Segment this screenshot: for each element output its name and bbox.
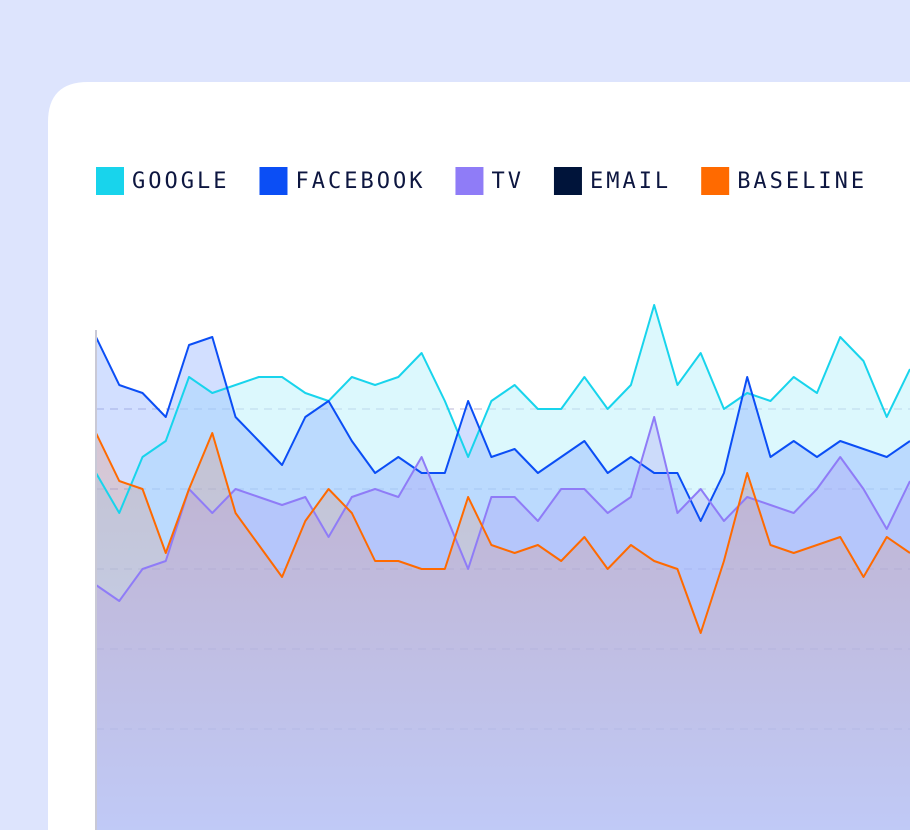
legend-label: TV: [491, 169, 524, 194]
legend-swatch: [553, 167, 582, 195]
line: [95, 432, 910, 634]
plot: [95, 304, 910, 830]
legend-swatch: [701, 167, 730, 195]
line: [95, 416, 910, 602]
line: [95, 304, 910, 514]
legend-swatch: [259, 167, 288, 195]
legend: GOOGLE FACEBOOK TV EMAIL BASELINE: [96, 167, 867, 195]
legend-label: EMAIL: [590, 169, 671, 194]
area: [96, 433, 910, 830]
legend-label: GOOGLE: [132, 169, 229, 194]
legend-label: BASELINE: [737, 169, 867, 194]
legend-swatch: [455, 167, 484, 195]
legend-label: FACEBOOK: [295, 169, 425, 194]
legend-swatch: [96, 167, 124, 195]
line: [95, 336, 910, 522]
